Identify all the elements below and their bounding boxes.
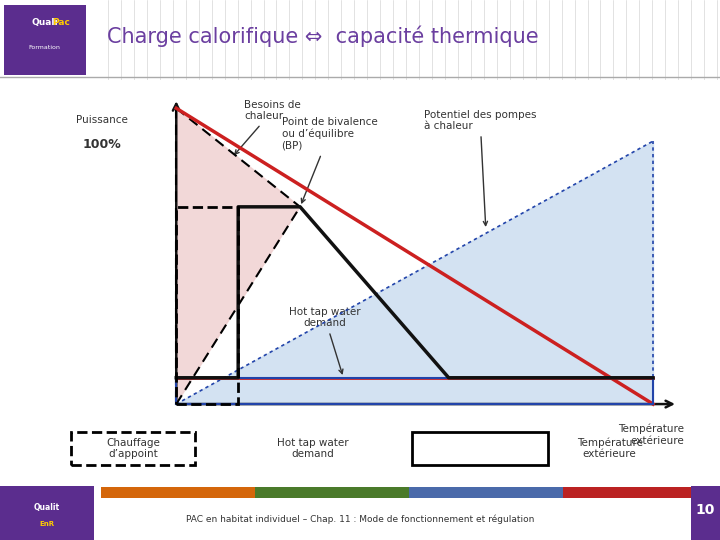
Text: Température
extérieure: Température extérieure	[618, 424, 684, 446]
Bar	[255, 487, 409, 498]
Text: Besoins de
chaleur: Besoins de chaleur	[235, 100, 301, 154]
Bar	[71, 432, 195, 465]
Bar	[409, 487, 562, 498]
Bar	[562, 487, 716, 498]
Text: EnR: EnR	[39, 521, 55, 527]
Text: Chauffage
d’appoint: Chauffage d’appoint	[106, 437, 160, 459]
Bar	[4, 5, 86, 75]
Text: Température
extérieure: Température extérieure	[577, 437, 643, 460]
Bar	[176, 378, 653, 404]
Text: Chaleur fournie
par PAC: Chaleur fournie par PAC	[439, 437, 520, 459]
Text: Potentiel des pompes
à chaleur: Potentiel des pompes à chaleur	[424, 110, 536, 226]
Text: Hot tap water
demand: Hot tap water demand	[276, 437, 348, 459]
Text: Qualit: Qualit	[34, 503, 60, 512]
Text: Pac: Pac	[53, 18, 70, 27]
Bar	[691, 486, 720, 540]
Text: Charge calorifique ⇔  capacité thermique: Charge calorifique ⇔ capacité thermique	[107, 25, 538, 47]
Polygon shape	[176, 108, 300, 404]
Text: Formation: Formation	[29, 45, 60, 50]
Text: Point de bivalence
ou d’équilibre
(BP): Point de bivalence ou d’équilibre (BP)	[282, 117, 377, 203]
Text: Puissance: Puissance	[76, 115, 128, 125]
Text: PAC en habitat individuel – Chap. 11 : Mode de fonctionnement et régulation: PAC en habitat individuel – Chap. 11 : M…	[186, 515, 534, 524]
Bar	[101, 487, 255, 498]
Bar	[412, 432, 548, 465]
Text: 10: 10	[696, 503, 715, 517]
Bar	[176, 207, 238, 404]
Text: 100%: 100%	[83, 138, 122, 151]
Bar	[0, 486, 94, 540]
Text: Quali: Quali	[32, 18, 58, 27]
Text: Hot tap water
demand: Hot tap water demand	[289, 307, 361, 374]
Polygon shape	[176, 141, 653, 404]
